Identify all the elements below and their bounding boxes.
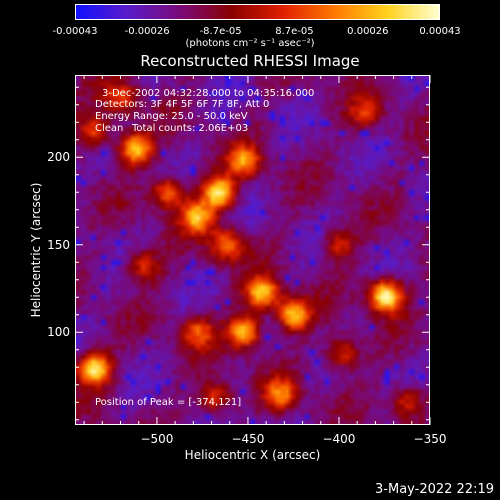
chart-title: Reconstructed RHESSI Image bbox=[140, 52, 360, 70]
y-tick-label: 100 bbox=[47, 325, 70, 340]
colorbar-tick-label: 0.00043 bbox=[419, 26, 461, 37]
peak-position-annotation: Position of Peak = [-374,121] bbox=[95, 397, 242, 408]
time-range-annotation: 3-Dec-2002 04:32:28.000 to 04:35:16.000 bbox=[102, 88, 315, 99]
colorbar bbox=[75, 4, 440, 20]
colorbar-units: (photons cm⁻² s⁻¹ asec⁻²) bbox=[185, 38, 315, 49]
y-tick-label: 200 bbox=[47, 150, 70, 165]
total-counts-annotation: Total counts: 2.06E+03 bbox=[132, 123, 249, 134]
y-tick-label: 150 bbox=[47, 237, 70, 252]
energy-range-annotation: Energy Range: 25.0 - 50.0 keV bbox=[95, 111, 248, 122]
colorbar-tick-label: 8.7e-05 bbox=[275, 26, 314, 37]
heatmap-image bbox=[76, 76, 429, 424]
x-axis-label: Heliocentric X (arcsec) bbox=[184, 448, 321, 462]
method-annotation: Clean bbox=[95, 123, 124, 134]
x-tick-label: −350 bbox=[413, 432, 447, 446]
colorbar-tick-label: -8.7e-05 bbox=[199, 26, 242, 37]
x-tick-label: −400 bbox=[322, 432, 356, 446]
image-plot-area: 3-Dec-2002 04:32:28.000 to 04:35:16.000 … bbox=[75, 75, 430, 425]
colorbar-tick-label: -0.00043 bbox=[52, 26, 98, 37]
colorbar-tick-label: -0.00026 bbox=[124, 26, 170, 37]
detectors-annotation: Detectors: 3F 4F 5F 6F 7F 8F, Att 0 bbox=[95, 99, 270, 110]
x-tick-label: −450 bbox=[231, 432, 265, 446]
x-tick-label: −500 bbox=[140, 432, 174, 446]
y-axis-label: Heliocentric Y (arcsec) bbox=[29, 182, 43, 318]
colorbar-tick-label: 0.00026 bbox=[347, 26, 389, 37]
plot-timestamp: 3-May-2022 22:19 bbox=[375, 482, 494, 497]
